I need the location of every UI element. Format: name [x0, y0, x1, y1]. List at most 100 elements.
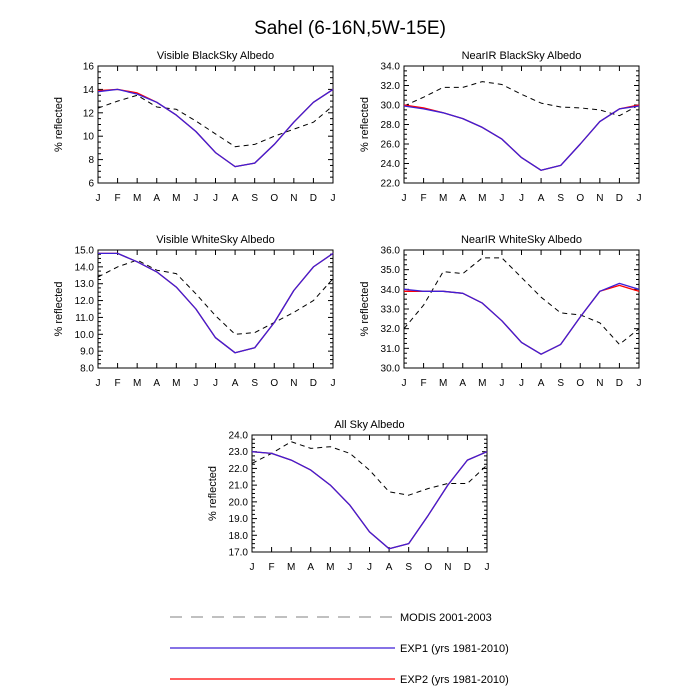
y-tick-label: 33.0 [381, 305, 401, 316]
series-line-modis [251, 441, 488, 496]
x-tick-label: F [115, 378, 121, 389]
y-axis-label: % reflected [359, 281, 371, 336]
x-tick-label: M [478, 378, 486, 389]
x-tick-label: N [596, 193, 603, 204]
x-tick-label: A [538, 193, 545, 204]
x-tick-label: A [538, 378, 545, 389]
series-line-exp1 [98, 252, 334, 354]
x-tick-label: M [133, 378, 141, 389]
x-tick-label: A [153, 193, 160, 204]
x-tick-label: M [326, 562, 334, 573]
x-tick-label: A [386, 562, 393, 573]
y-tick-label: 12.0 [75, 296, 95, 307]
x-tick-label: D [464, 562, 471, 573]
series-line-modis [97, 94, 334, 148]
x-tick-label: J [347, 562, 352, 573]
y-tick-label: 14 [83, 85, 95, 96]
y-tick-label: 36.0 [381, 246, 401, 257]
y-tick-label: 34.0 [381, 285, 401, 296]
x-tick-label: J [519, 378, 524, 389]
x-tick-label: S [557, 378, 564, 389]
y-tick-label: 35.0 [381, 265, 401, 276]
x-tick-label: F [421, 193, 427, 204]
y-tick-label: 12 [83, 108, 95, 119]
x-tick-label: O [576, 378, 584, 389]
y-tick-label: 30.0 [381, 364, 401, 375]
series-line-modis [97, 259, 334, 335]
x-tick-label: J [193, 193, 198, 204]
y-tick-label: 17.0 [229, 548, 249, 559]
x-tick-label: M [439, 193, 447, 204]
x-tick-label: M [172, 378, 180, 389]
series-line-exp2 [404, 284, 640, 355]
y-axis-label: % reflected [53, 97, 65, 152]
x-tick-label: A [307, 562, 314, 573]
y-tick-label: 10.0 [75, 330, 95, 341]
y-tick-label: 32.0 [381, 81, 401, 92]
plot-frame [251, 434, 488, 553]
panel-title: Visible BlackSky Albedo [157, 50, 274, 62]
x-tick-label: A [232, 193, 239, 204]
plot-frame [403, 65, 640, 184]
x-tick-label: J [213, 193, 218, 204]
chart-panels: Visible BlackSky Albedo J F M A M J J A S O N D J 6 8 10… [53, 50, 642, 573]
x-tick-label: J [331, 193, 336, 204]
y-tick-label: 14.0 [75, 262, 95, 273]
series-line-exp1 [97, 88, 334, 168]
y-tick-label: 31.0 [381, 344, 401, 355]
x-tick-label: N [444, 562, 451, 573]
series-line-exp1 [403, 282, 640, 355]
series-line-exp1 [403, 105, 640, 171]
x-tick-label: S [557, 193, 564, 204]
legend-label-exp2: EXP2 (yrs 1981-2010) [400, 674, 509, 686]
y-tick-label: 11.0 [75, 313, 94, 324]
x-tick-label: N [290, 193, 297, 204]
y-axis-label: % reflected [53, 281, 65, 336]
y-tick-label: 34.0 [381, 62, 401, 73]
x-tick-label: J [402, 378, 407, 389]
y-tick-label: 28.0 [381, 120, 401, 131]
x-tick-label: A [459, 193, 466, 204]
y-tick-label: 9.0 [80, 347, 94, 358]
y-tick-label: 18.0 [229, 531, 249, 542]
panel-title: NearIR BlackSky Albedo [462, 50, 582, 62]
x-tick-label: J [637, 378, 642, 389]
x-tick-label: D [616, 378, 623, 389]
x-tick-label: J [213, 378, 218, 389]
y-tick-label: 24.0 [229, 431, 249, 442]
y-tick-label: 16 [83, 62, 95, 73]
y-tick-label: 10 [83, 132, 95, 143]
y-tick-label: 22.0 [229, 464, 249, 475]
x-tick-label: A [232, 378, 239, 389]
y-tick-label: 15.0 [75, 246, 95, 257]
x-tick-label: J [637, 193, 642, 204]
y-axis-label: % reflected [207, 466, 219, 521]
series-line-modis [403, 81, 640, 117]
x-tick-label: M [133, 193, 141, 204]
x-tick-label: J [499, 378, 504, 389]
x-tick-label: M [478, 193, 486, 204]
x-tick-label: J [250, 562, 255, 573]
series-line-exp2 [403, 104, 640, 171]
legend-label-exp1: EXP1 (yrs 1981-2010) [400, 643, 509, 655]
y-tick-label: 6 [88, 179, 94, 190]
x-tick-label: J [402, 193, 407, 204]
series-line-exp2 [251, 451, 488, 550]
x-tick-label: O [576, 193, 584, 204]
x-tick-label: D [310, 378, 317, 389]
figure-title: Sahel (6-16N,5W-15E) [254, 18, 446, 39]
y-tick-label: 8 [88, 155, 94, 166]
x-tick-label: F [115, 193, 121, 204]
y-axis-label: % reflected [359, 97, 371, 152]
series-line-modis [403, 257, 640, 345]
x-tick-label: J [519, 193, 524, 204]
legend: MODIS 2001-2003 EXP1 (yrs 1981-2010) EXP2 … [170, 612, 509, 686]
x-tick-label: F [421, 378, 427, 389]
x-tick-label: M [287, 562, 295, 573]
y-tick-label: 30.0 [381, 101, 401, 112]
x-tick-label: O [270, 193, 278, 204]
